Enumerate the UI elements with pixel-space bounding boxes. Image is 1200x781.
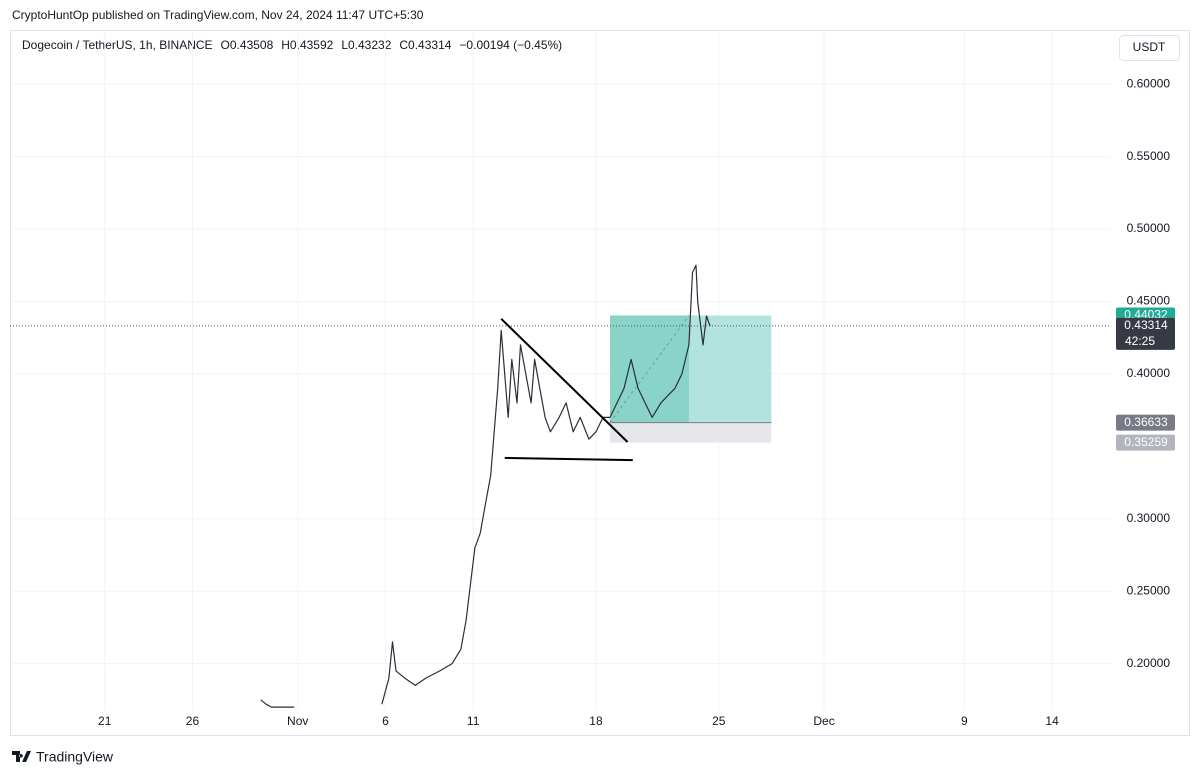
y-tick-label: 0.60000 bbox=[1127, 76, 1171, 90]
x-tick-label: 18 bbox=[589, 714, 603, 728]
y-tick-label: 0.25000 bbox=[1127, 583, 1171, 597]
currency-button[interactable] bbox=[1119, 35, 1180, 61]
price-label: 0.43314 bbox=[1124, 318, 1168, 332]
y-tick-label: 0.30000 bbox=[1127, 511, 1171, 525]
x-tick-label: Dec bbox=[813, 714, 834, 728]
y-tick-label: 0.50000 bbox=[1127, 221, 1171, 235]
countdown: 42:25 bbox=[1125, 334, 1155, 348]
x-tick-label: 11 bbox=[467, 714, 480, 728]
x-tick-label: 26 bbox=[186, 714, 200, 728]
price-label-box bbox=[1116, 317, 1175, 350]
price-label: 0.36633 bbox=[1124, 415, 1168, 429]
header: CryptoHuntOp published on TradingView.co… bbox=[12, 8, 424, 22]
position-path bbox=[609, 315, 690, 423]
tv-logo bbox=[12, 751, 31, 762]
x-tick-label: Nov bbox=[287, 714, 308, 728]
y-tick-label: 0.40000 bbox=[1127, 366, 1171, 380]
y-tick-label: 0.55000 bbox=[1127, 149, 1171, 163]
trendline bbox=[504, 456, 633, 462]
position-stop bbox=[610, 422, 772, 443]
trendline bbox=[500, 318, 629, 443]
y-tick-label: 0.45000 bbox=[1127, 294, 1171, 308]
x-tick-label: 21 bbox=[98, 714, 112, 728]
legend-item: H0.43592 bbox=[281, 38, 333, 52]
price-label: 0.35259 bbox=[1124, 435, 1168, 449]
x-tick-label: 6 bbox=[382, 714, 389, 728]
price-line bbox=[260, 264, 711, 708]
x-tick-label: 25 bbox=[712, 714, 726, 728]
x-tick-label: 9 bbox=[961, 714, 968, 728]
currency-label[interactable]: USDT bbox=[1133, 40, 1166, 54]
price-label-box bbox=[1116, 434, 1175, 451]
price-label-box bbox=[1116, 414, 1175, 431]
legend-item: Dogecoin / TetherUS, 1h, BINANCE bbox=[22, 38, 213, 52]
legend-item: L0.43232 bbox=[341, 38, 391, 52]
y-tick-label: 0.20000 bbox=[1127, 656, 1171, 670]
legend-item: −0.00194 (−0.45%) bbox=[459, 38, 562, 52]
chart-frame bbox=[10, 30, 1190, 736]
footer: TradingView bbox=[36, 749, 114, 765]
x-tick-label: 14 bbox=[1045, 714, 1059, 728]
legend-item: O0.43508 bbox=[221, 38, 274, 52]
legend-item: C0.43314 bbox=[399, 38, 451, 52]
